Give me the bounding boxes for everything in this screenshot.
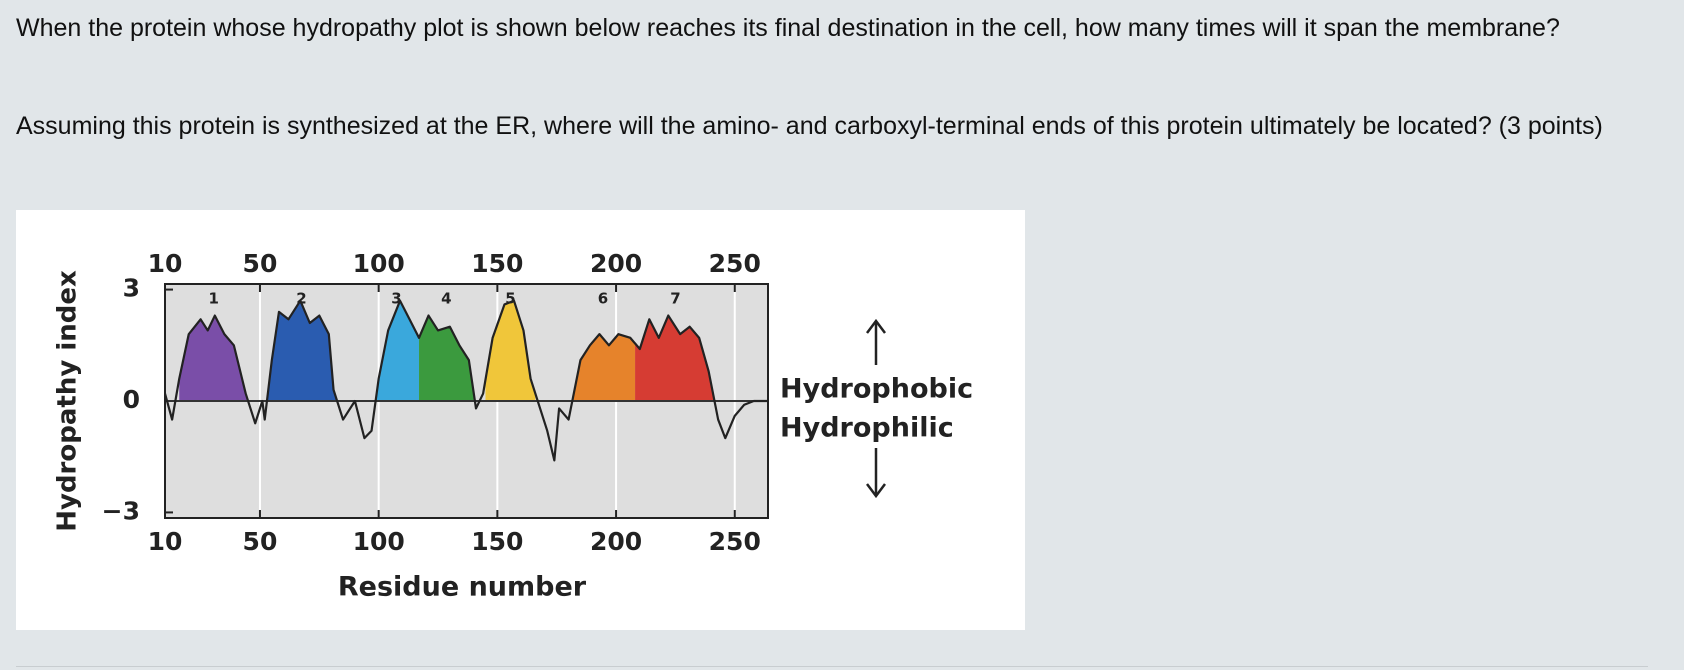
y-tick-label: 0 <box>123 385 140 414</box>
figure: Hydropathy index Residue number Hydropho… <box>16 210 1025 630</box>
helix-area <box>635 315 716 401</box>
x-tick-label-top: 50 <box>243 249 278 278</box>
x-tick-label-top: 100 <box>353 249 405 278</box>
arrow-down-head <box>866 483 886 499</box>
x-tick-label-bottom: 200 <box>590 527 642 556</box>
x-tick-label-top: 250 <box>709 249 761 278</box>
helix-label: 5 <box>505 290 515 308</box>
helix-label: 6 <box>598 290 608 308</box>
helix-label: 4 <box>441 290 451 308</box>
helix-label: 1 <box>208 290 218 308</box>
helix-area <box>267 300 336 401</box>
question-text: When the protein whose hydropathy plot i… <box>16 14 1560 42</box>
hydrophilic-label: Hydrophilic <box>780 413 954 444</box>
hydropathy-trace <box>163 299 768 462</box>
divider <box>16 666 1648 667</box>
arrow-up-head <box>866 318 886 334</box>
x-axis-label: Residue number <box>338 572 587 603</box>
helix-label: 2 <box>296 290 306 308</box>
x-tick-label-bottom: 10 <box>148 527 183 556</box>
x-tick-label-bottom: 250 <box>709 527 761 556</box>
helix-area <box>373 300 420 401</box>
y-tick-label: −3 <box>102 496 140 525</box>
question-text: Assuming this protein is synthesized at … <box>16 112 1603 140</box>
y-tick-label: 3 <box>123 274 140 303</box>
plot-border <box>164 283 769 519</box>
x-tick-label-top: 200 <box>590 249 642 278</box>
x-tick-label-top: 150 <box>471 249 523 278</box>
x-tick-label-bottom: 100 <box>353 527 405 556</box>
x-tick-label-top: 10 <box>148 249 183 278</box>
y-axis-label: Hydropathy index <box>53 270 83 532</box>
helix-area <box>419 315 474 401</box>
arrows <box>866 318 886 499</box>
hydrophobic-label: Hydrophobic <box>780 374 973 405</box>
x-tick-label-bottom: 150 <box>471 527 523 556</box>
helix-label: 7 <box>670 290 680 308</box>
x-tick-label-bottom: 50 <box>243 527 278 556</box>
helix-label: 3 <box>391 290 401 308</box>
helix-area <box>179 315 249 401</box>
